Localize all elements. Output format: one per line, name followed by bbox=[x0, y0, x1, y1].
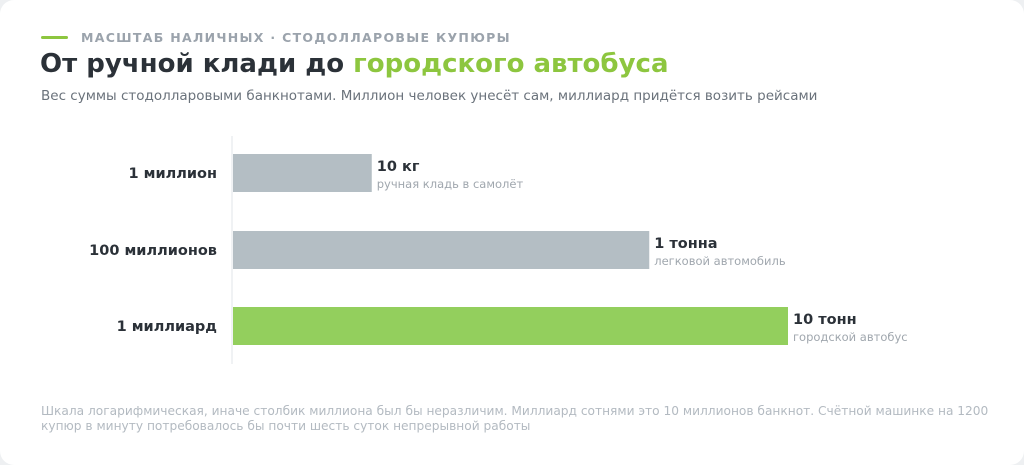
eyebrow-text: МАСШТАБ НАЛИЧНЫХ · СТОДОЛЛАРОВЫЕ КУПЮРЫ bbox=[81, 29, 511, 45]
bar-annotation: ручная кладь в самолёт bbox=[377, 177, 524, 191]
chart-subtitle: Вес суммы стодолларовыми банкнотами. Мил… bbox=[41, 88, 818, 104]
title-plain: От ручной клади до bbox=[40, 49, 354, 79]
bar-chart: 1 миллион 10 кг ручная кладь в самолёт 100 … bbox=[89, 136, 908, 364]
bar bbox=[233, 307, 788, 345]
eyebrow-accent-line bbox=[41, 35, 68, 39]
bar-annotation: городской автобус bbox=[793, 330, 908, 344]
value-label: 10 кг bbox=[377, 159, 420, 175]
category-label: 1 миллиард bbox=[117, 319, 217, 335]
value-label: 1 тонна bbox=[654, 236, 717, 252]
title-accent: городского автобуса bbox=[353, 49, 669, 79]
eyebrow: МАСШТАБ НАЛИЧНЫХ · СТОДОЛЛАРОВЫЕ КУПЮРЫ bbox=[41, 28, 511, 46]
footnote: Шкала логарифмическая, иначе столбик мил… bbox=[41, 404, 989, 433]
value-label: 10 тонн bbox=[793, 312, 857, 328]
category-label: 100 миллионов bbox=[89, 243, 217, 259]
category-label: 1 миллион bbox=[128, 166, 217, 182]
bar bbox=[233, 231, 650, 269]
bar-annotation: легковой автомобиль bbox=[654, 254, 786, 268]
bar bbox=[233, 154, 372, 192]
chart-title: От ручной клади до городского автобуса bbox=[40, 46, 668, 82]
